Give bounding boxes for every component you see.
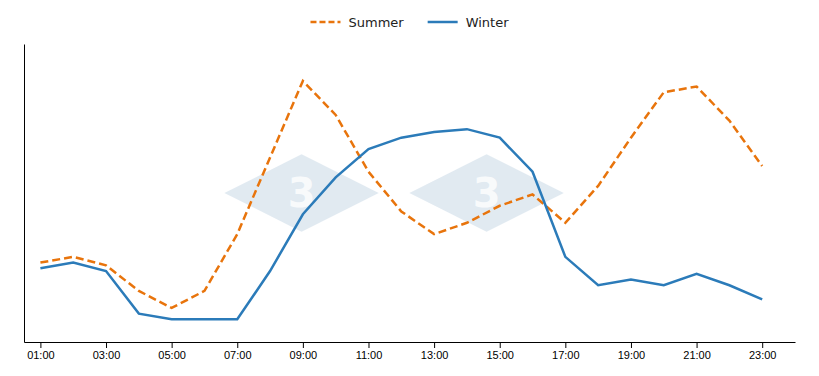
legend-label: Winter (466, 15, 510, 30)
x-tick-mark (106, 342, 107, 348)
x-tick: 15:00 (486, 342, 514, 361)
lines (40, 81, 762, 319)
x-tick-mark (631, 342, 632, 348)
x-tick-label: 03:00 (93, 349, 121, 361)
watermark-diamond (224, 154, 378, 231)
x-tick-label: 09:00 (290, 349, 318, 361)
x-tick-label: 23:00 (749, 349, 777, 361)
legend-item: Winter (428, 15, 510, 30)
x-tick: 07:00 (224, 342, 252, 361)
x-tick-mark (237, 342, 238, 348)
x-tick-mark (434, 342, 435, 348)
x-tick: 01:00 (27, 342, 55, 361)
x-tick-mark (500, 342, 501, 348)
x-tick-label: 17:00 (552, 349, 580, 361)
x-tick: 05:00 (158, 342, 186, 361)
x-tick: 13:00 (421, 342, 449, 361)
y-axis (24, 45, 25, 343)
x-tick: 03:00 (93, 342, 121, 361)
x-tick-label: 11:00 (356, 349, 383, 361)
x-tick: 11:00 (356, 342, 383, 361)
series-line (40, 129, 762, 319)
x-tick-mark (565, 342, 566, 348)
y-axis-line (24, 45, 25, 343)
plot: 3301:0003:0005:0007:0009:0011:0013:0015:… (25, 45, 796, 361)
x-tick: 17:00 (552, 342, 580, 361)
x-tick: 19:00 (618, 342, 646, 361)
x-axis: 01:00 03:00 05:00 07:00 09:00 11:00 13:00 15:00… (25, 342, 796, 361)
legend-swatch (428, 21, 458, 24)
x-tick-mark (172, 342, 173, 348)
legend-item: Summer (310, 15, 404, 30)
x-tick-label: 13:00 (421, 349, 449, 361)
x-axis-line (25, 342, 796, 343)
x-tick-mark (762, 342, 763, 348)
x-tick: 09:00 (290, 342, 318, 361)
x-tick-label: 07:00 (224, 349, 252, 361)
watermark: 33 (224, 154, 563, 231)
x-tick-mark (697, 342, 698, 348)
legend: Summer Winter (310, 15, 509, 30)
x-tick-label: 05:00 (158, 349, 186, 361)
legend-swatch (310, 21, 340, 24)
x-tick-label: 19:00 (618, 349, 646, 361)
x-tick-label: 01:00 (27, 349, 55, 361)
x-tick-mark (303, 342, 304, 348)
watermark-text: 3 (288, 170, 316, 216)
x-tick-mark (368, 342, 369, 348)
x-tick-mark (40, 342, 41, 348)
x-tick: 21:00 (683, 342, 711, 361)
legend-label: Summer (348, 15, 404, 30)
watermark-text: 3 (473, 170, 501, 216)
x-tick: 23:00 (749, 342, 777, 361)
x-tick-label: 21:00 (683, 349, 711, 361)
series-line (40, 81, 762, 308)
x-tick-label: 15:00 (486, 349, 514, 361)
chart: 3301:0003:0005:0007:0009:0011:0013:0015:… (0, 0, 819, 376)
